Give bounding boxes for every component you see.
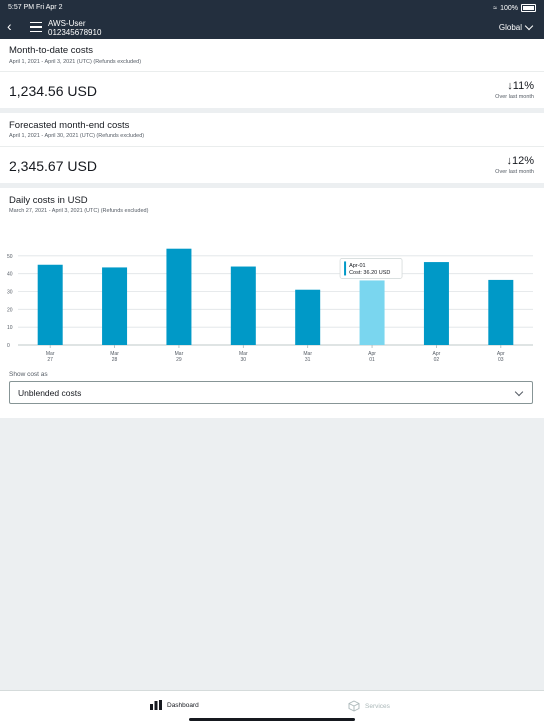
mtd-change-label: Over last month [495,94,534,100]
tooltip-swatch [344,261,347,276]
bar-chart-icon [150,700,162,710]
x-tick-label: 27 [47,357,53,363]
forecast-change: ↓12% [506,155,534,167]
top-bar: 5:57 PM Fri Apr 2 ≈ 100% ‹ AWS-User 0123… [0,0,544,39]
bar[interactable] [488,279,514,345]
tooltip-date: Apr-01 [349,263,366,269]
card-subtitle: March 27, 2021 - April 3, 2021 (UTC) (Re… [9,208,149,214]
bar[interactable] [37,264,63,345]
x-tick-label: Mar [303,351,312,357]
y-tick-label: 0 [7,343,10,349]
divider [0,146,544,147]
x-tick-label: 31 [305,357,311,363]
tooltip-cost: Cost: 36.20 USD [349,270,390,276]
card-subtitle: April 1, 2021 - April 3, 2021 (UTC) (Ref… [9,59,142,65]
card-title: Month-to-date costs [9,45,93,56]
chevron-down-icon [514,387,524,397]
daily-costs-card: Daily costs in USD March 27, 2021 - Apri… [0,188,544,418]
tab-label: Services [365,702,390,710]
bar[interactable] [102,267,128,345]
tab-label: Dashboard [167,701,199,709]
daily-costs-chart: 01020304050Mar27Mar28Mar29Mar30Mar31Apr0… [7,248,533,363]
x-tick-label: Mar [239,351,248,357]
account-id: 012345678910 [48,28,102,37]
show-cost-label: Show cost as [9,371,48,378]
show-cost-value: Unblended costs [18,388,82,398]
forecast-card: Forecasted month-end costs April 1, 2021… [0,113,544,183]
tab-dashboard[interactable]: Dashboard [150,700,199,710]
x-tick-label: Apr [433,351,441,357]
bar[interactable] [423,262,449,345]
x-tick-label: 30 [241,357,247,363]
divider [0,71,544,72]
x-tick-label: Mar [46,351,55,357]
y-tick-label: 40 [7,272,13,278]
status-time: 5:57 PM Fri Apr 2 [8,4,63,11]
tab-services[interactable]: Services [348,700,390,712]
card-title: Forecasted month-end costs [9,120,130,131]
y-tick-label: 50 [7,254,13,260]
home-indicator [189,718,355,721]
x-tick-label: 28 [112,357,118,363]
y-tick-label: 20 [7,307,13,313]
mtd-change: ↓11% [507,80,534,92]
bar[interactable] [359,280,385,345]
x-tick-label: 29 [176,357,182,363]
x-tick-label: Apr [497,351,505,357]
bar[interactable] [295,289,321,345]
x-tick-label: 02 [434,357,440,363]
x-tick-label: Apr [368,351,376,357]
status-indicators: ≈ 100% [493,4,536,12]
account-info[interactable]: AWS-User 012345678910 [48,19,101,37]
cube-icon [348,700,360,712]
mtd-amount: 1,234.56 USD [9,83,97,99]
bar[interactable] [166,248,192,345]
x-tick-label: Mar [175,351,184,357]
show-cost-select[interactable]: Unblended costs [9,381,533,404]
x-tick-label: 01 [369,357,375,363]
tab-bar: Dashboard Services [0,690,544,727]
y-tick-label: 30 [7,290,13,296]
back-icon[interactable]: ‹ [7,18,12,34]
account-user: AWS-User [48,19,86,28]
hamburger-menu-icon[interactable] [30,22,42,35]
card-title: Daily costs in USD [9,195,88,206]
battery-percent: 100% [500,4,518,12]
card-subtitle: April 1, 2021 - April 30, 2021 (UTC) (Re… [9,133,145,139]
region-label: Global [498,23,522,32]
month-to-date-card: Month-to-date costs April 1, 2021 - Apri… [0,39,544,108]
chevron-down-icon [524,21,534,31]
forecast-change-label: Over last month [495,169,534,175]
bar[interactable] [230,266,256,345]
battery-icon [521,4,536,12]
x-tick-label: Mar [110,351,119,357]
forecast-amount: 2,345.67 USD [9,158,97,174]
region-selector[interactable]: Global [498,21,534,32]
y-tick-label: 10 [7,325,13,331]
tooltip-box [339,258,403,279]
x-tick-label: 03 [498,357,504,363]
wifi-icon: ≈ [493,4,498,12]
